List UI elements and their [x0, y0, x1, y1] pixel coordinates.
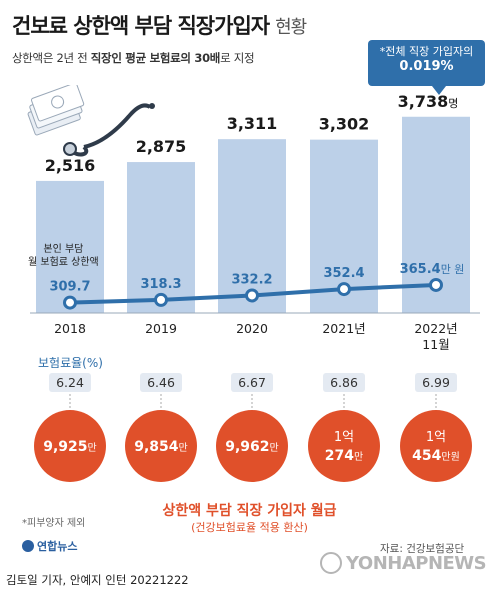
- yonhap-logo: 연합뉴스: [22, 538, 77, 554]
- subtitle-post: 로 지정: [220, 51, 255, 65]
- x-tick-label-2: 2020: [236, 321, 268, 336]
- rate-value-0: 6.24: [56, 375, 84, 390]
- callout-pct: 0.019%: [399, 59, 454, 74]
- bar-1: [127, 162, 195, 313]
- bar-0: [36, 180, 104, 313]
- income-value-b-4: 454만원: [412, 448, 460, 464]
- cap-point-3: [337, 282, 351, 297]
- bar-value-label-1: 2,875: [136, 137, 187, 156]
- callout-line1: *전체 직장 가입자의: [379, 45, 474, 58]
- source-text: 자료: 건강보험공단: [380, 543, 465, 555]
- annotation-line1: 본인 부담: [43, 244, 84, 255]
- bar-unit: 명: [448, 97, 458, 110]
- stethoscope-money-icon: [27, 85, 155, 157]
- logo-text: 연합뉴스: [37, 540, 78, 553]
- bar-value-label-4: 3,738명: [398, 92, 459, 111]
- credit-line: 김토일 기자, 안예지 인턴 20221222: [6, 573, 189, 587]
- annotation-line2: 월 보험료 상한액: [28, 257, 99, 268]
- rate-box-3: [323, 373, 365, 392]
- income-title: 상한액 부담 직장 가입자 월급: [162, 503, 337, 519]
- cap-unit: 만 원: [441, 263, 465, 276]
- income-value-2: 9,962만: [225, 439, 279, 455]
- title-suffix: 현황: [275, 17, 307, 38]
- cap-value-label-0: 309.7: [49, 280, 90, 295]
- income-unit: 만: [354, 451, 363, 463]
- bar-2: [218, 139, 286, 313]
- line-annotation: 본인 부담 월 보험료 상한액: [28, 243, 99, 269]
- rate-value-4: 6.99: [422, 375, 450, 390]
- x-tick-label-4: 2022년: [414, 321, 457, 336]
- cap-value-label-3: 352.4: [323, 266, 364, 281]
- income-value-a-4: 1억: [426, 430, 446, 445]
- income-value-a-3: 1억: [334, 430, 354, 445]
- x-tick-label-3: 2021년: [322, 321, 365, 336]
- cap-point-4: [429, 277, 443, 292]
- watermark-text: YONHAPNEWS: [346, 552, 487, 574]
- income-subtitle: (건강보험료율 적용 환산): [191, 521, 308, 534]
- rate-box-4: [415, 373, 457, 392]
- watermark-icon: [320, 552, 342, 574]
- watermark: YONHAPNEWS: [320, 552, 487, 574]
- rate-value-1: 6.46: [147, 375, 175, 390]
- income-circle-0: [34, 410, 106, 482]
- subtitle-bold: 직장인 평균 보험료의 30배: [90, 51, 221, 65]
- subtitle: 상한액은 2년 전 직장인 평균 보험료의 30배로 지정: [12, 50, 255, 66]
- bar-value-label-2: 3,311: [227, 114, 278, 133]
- income-value-1: 9,854만: [134, 439, 188, 455]
- subtitle-pre: 상한액은 2년 전: [12, 51, 91, 65]
- cap-value-label-4: 365.4만 원: [400, 262, 465, 277]
- callout-tail: [432, 86, 446, 95]
- rate-value-3: 6.86: [330, 375, 358, 390]
- share-callout: *전체 직장 가입자의 0.019%: [368, 40, 485, 86]
- income-circle-4: [400, 410, 472, 482]
- page-title: 건보료 상한액 부담 직장가입자 현황: [12, 10, 307, 40]
- income-circle-3: [308, 410, 380, 482]
- cap-point-1: [154, 292, 168, 307]
- income-unit: 만: [179, 442, 188, 454]
- cap-point-2: [245, 288, 259, 303]
- cap-value-label-2: 332.2: [231, 272, 272, 287]
- income-unit: 만원: [441, 451, 459, 463]
- rate-box-2: [231, 373, 273, 392]
- x-tick-label-4-b: 11월: [422, 337, 449, 352]
- income-unit: 만: [270, 442, 279, 454]
- logo-icon: [22, 540, 34, 552]
- income-value-0: 9,925만: [43, 439, 97, 455]
- income-unit: 만: [88, 442, 97, 454]
- rate-box-0: [49, 373, 91, 392]
- title-main: 건보료 상한액 부담 직장가입자: [12, 14, 270, 38]
- footnote: *피부양자 제외: [22, 518, 86, 529]
- cap-point-0: [63, 295, 77, 310]
- income-value-b-3: 274만: [325, 448, 363, 464]
- x-tick-label-1: 2019: [145, 321, 177, 336]
- income-circle-1: [125, 410, 197, 482]
- rate-box-1: [140, 373, 182, 392]
- bar-value-label-3: 3,302: [319, 115, 370, 134]
- cap-value-label-1: 318.3: [140, 277, 181, 292]
- income-circle-2: [216, 410, 288, 482]
- x-tick-label-0: 2018: [54, 321, 86, 336]
- bar-value-label-0: 2,516: [45, 156, 96, 175]
- rate-section-label: 보험료율(%): [38, 356, 103, 370]
- rate-value-2: 6.67: [238, 375, 266, 390]
